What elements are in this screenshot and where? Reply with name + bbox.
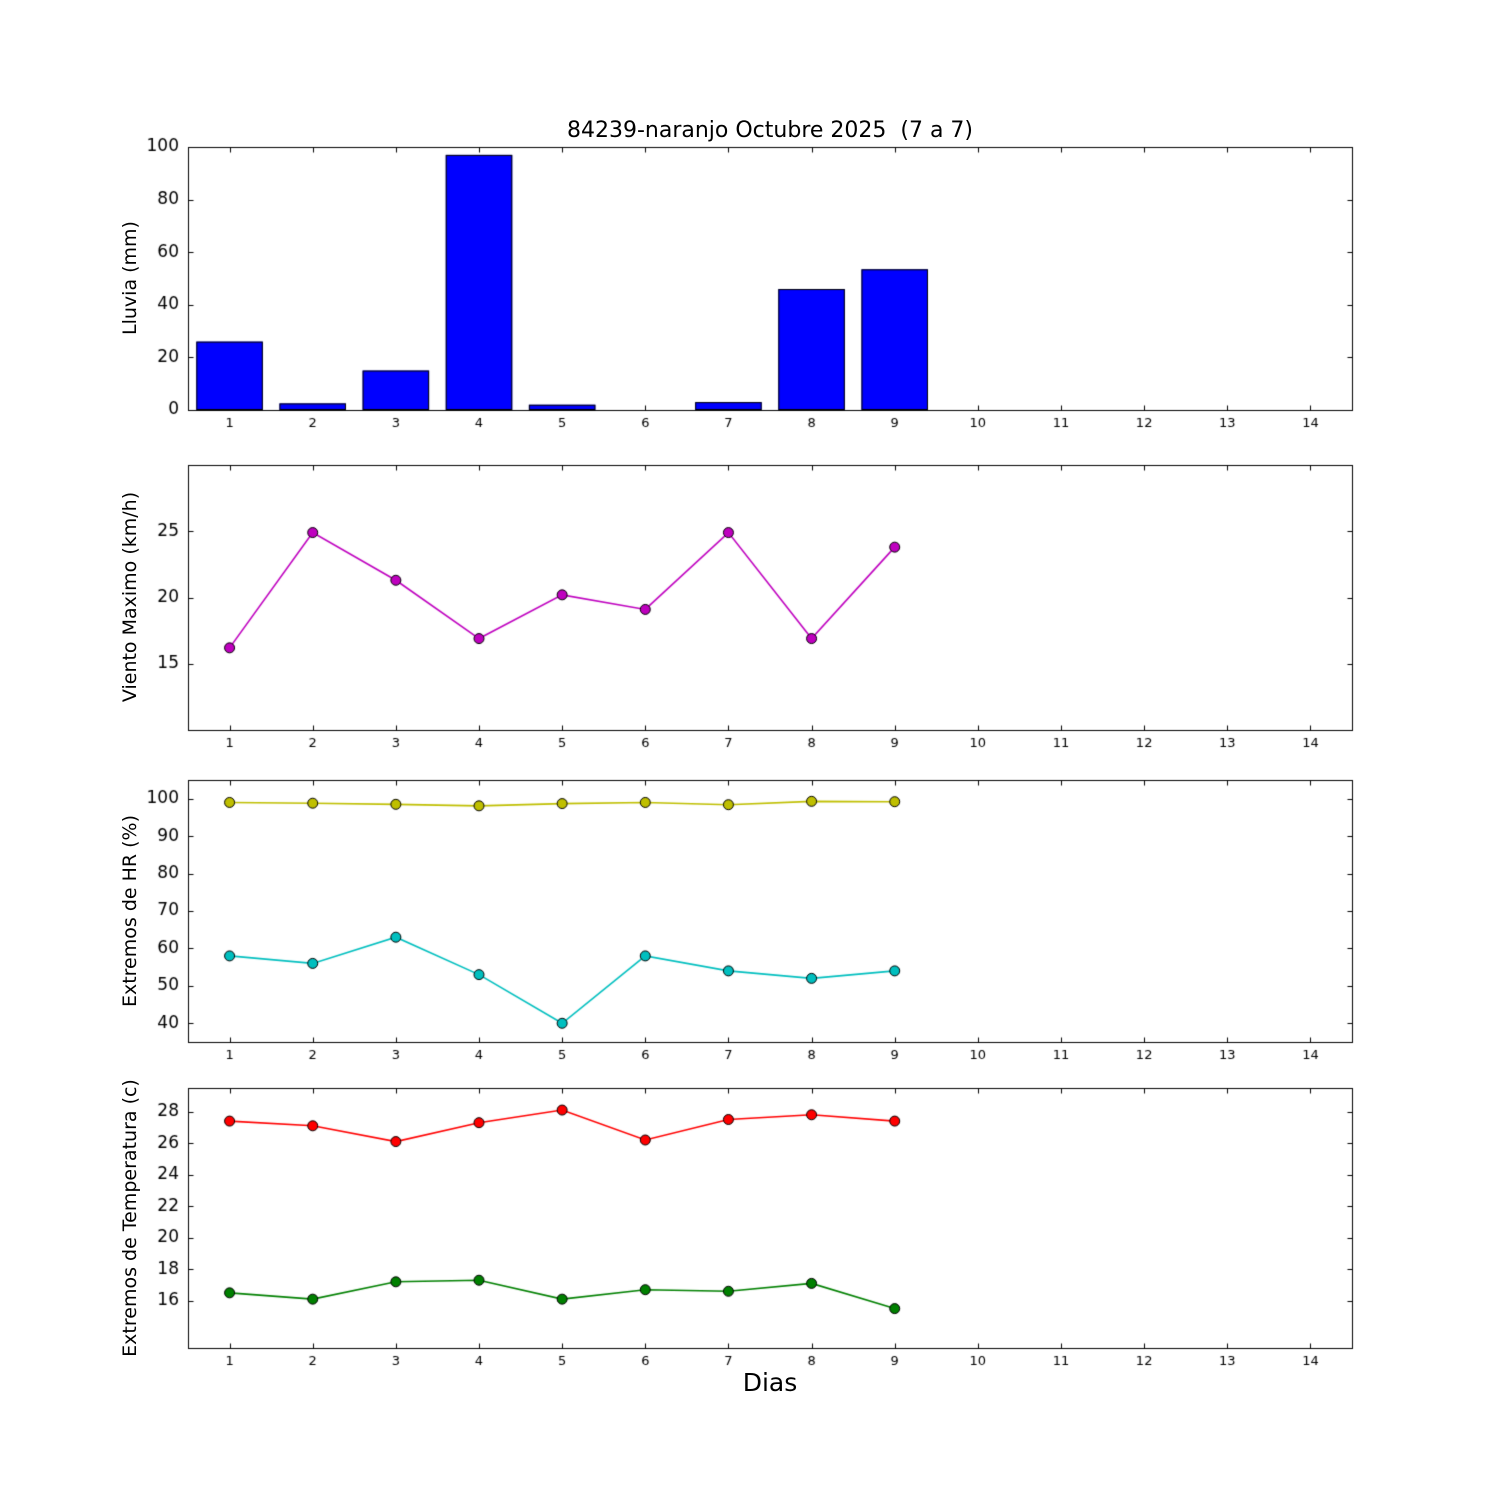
figure-title: 84239-naranjo Octubre 2025 (7 a 7) (566, 118, 974, 143)
ylabel-extremos-temperatura: Extremos de Temperatura (c) (119, 1079, 141, 1357)
ylabel-extremos-hr: Extremos de HR (%) (119, 814, 141, 1008)
ylabel-viento-maximo: Viento Maximo (km/h) (119, 491, 141, 703)
ylabel-lluvia: Lluvia (mm) (119, 221, 141, 335)
xlabel-dias: Dias (742, 1368, 798, 1397)
